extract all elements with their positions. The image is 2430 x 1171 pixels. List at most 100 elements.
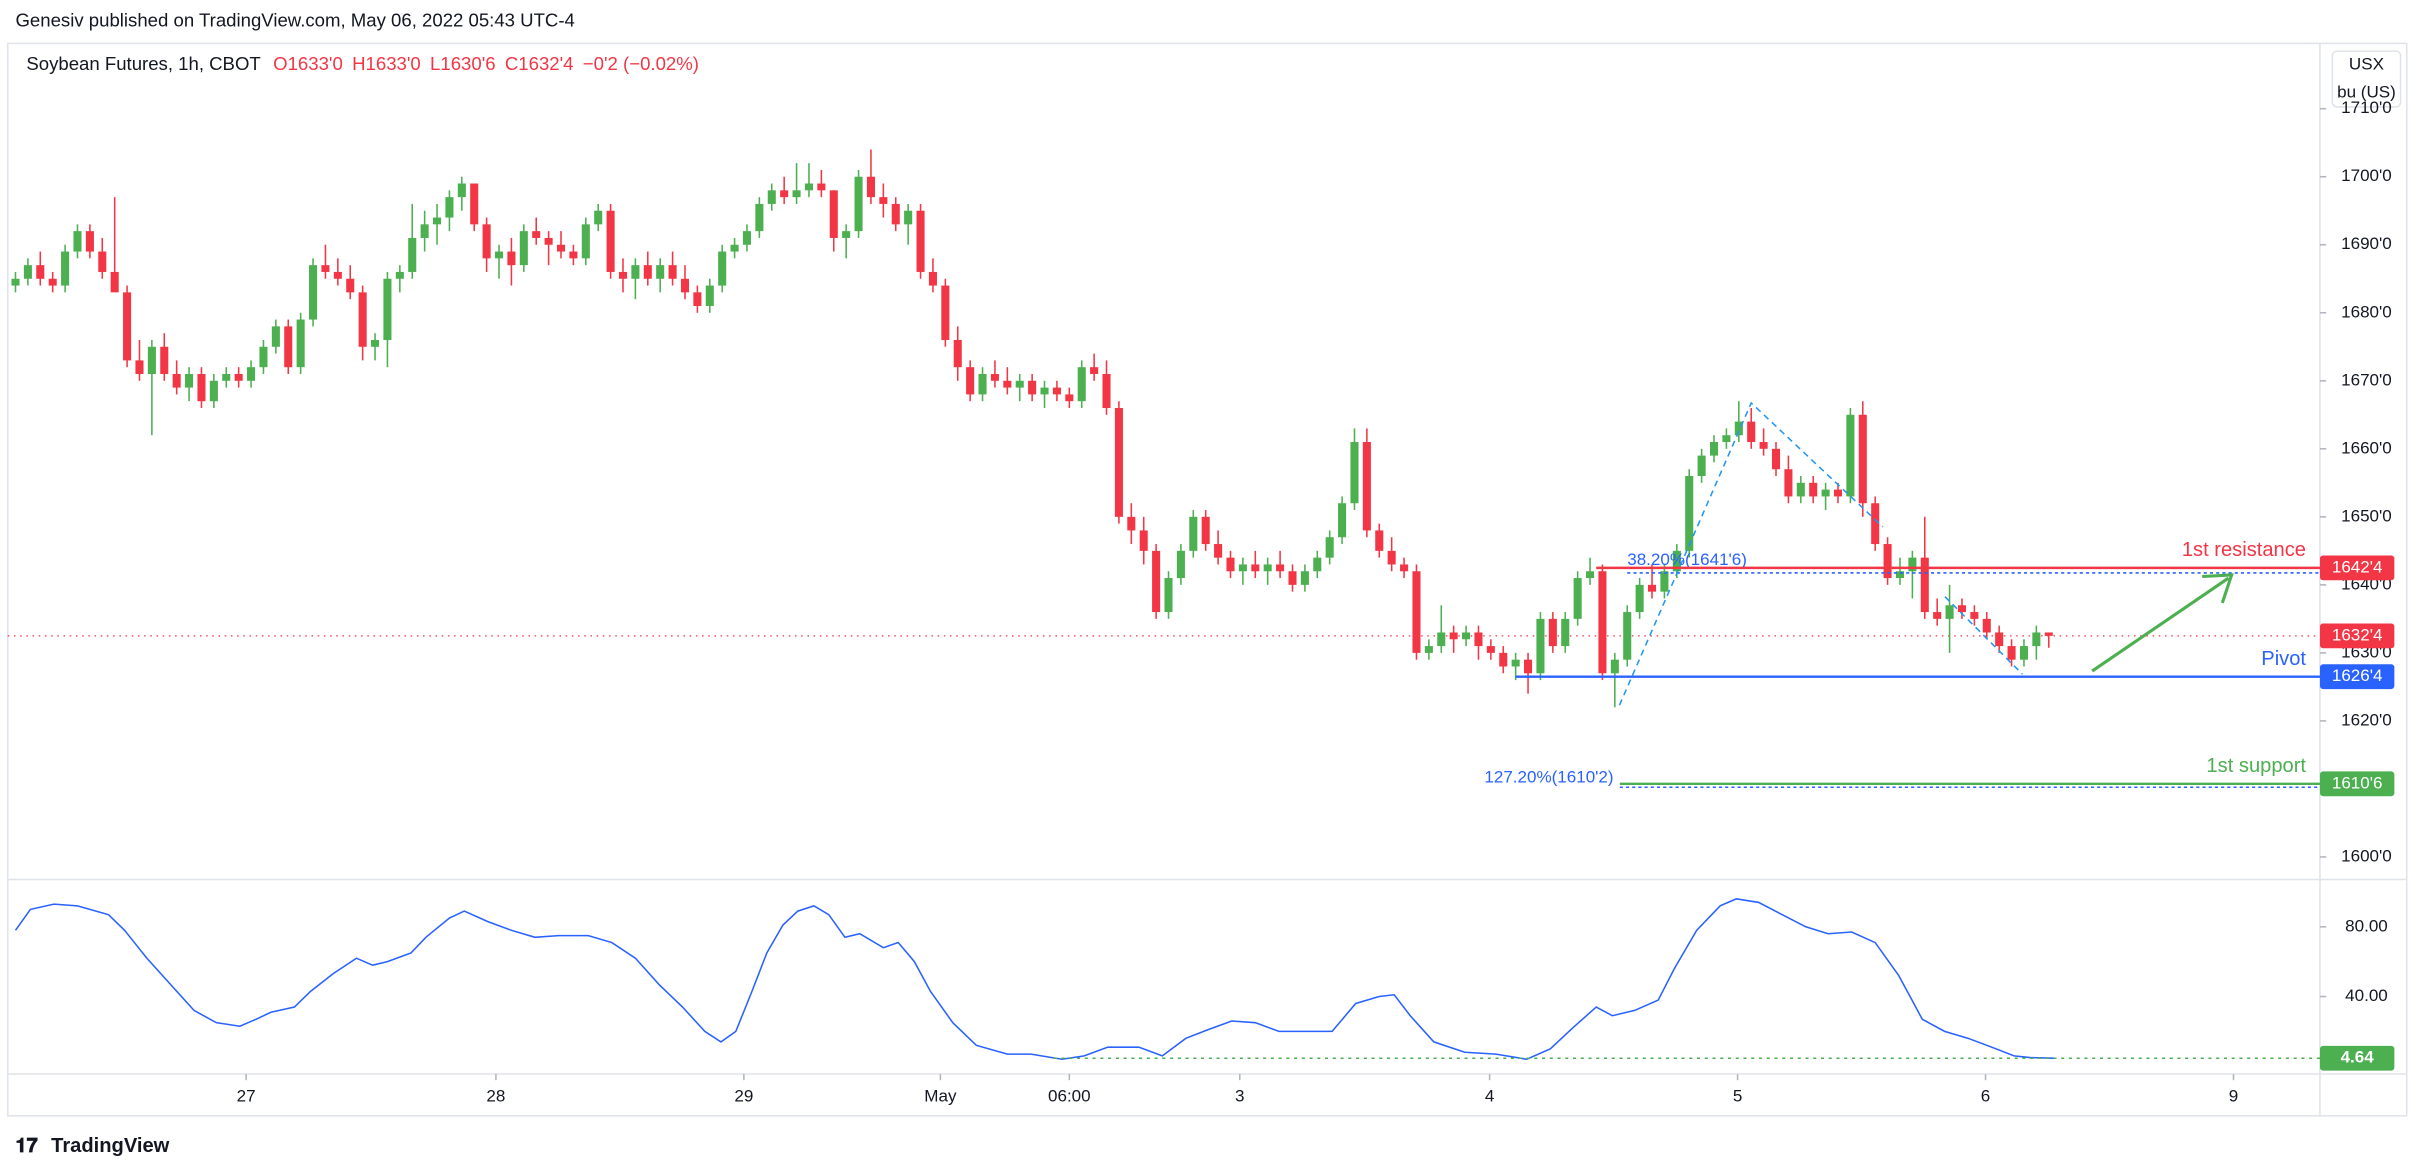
candle-body [1672,550,1681,572]
candle-body [1189,516,1198,551]
candle-body [1313,557,1322,572]
x-tick-label: 4 [1485,1087,1494,1106]
osc-tick-label: 40.00 [2345,986,2388,1005]
candle-body [1647,584,1657,592]
candle-body [1536,618,1545,674]
candle-body [61,251,70,286]
candle-body [73,231,82,252]
candle-body [1052,387,1061,395]
candle-body [185,373,194,388]
candle-body [1462,632,1471,640]
candle-body [569,251,578,259]
candle-body [1747,421,1756,443]
candle-body [1276,564,1285,572]
candle-body [2019,646,2028,660]
candle-body [767,190,776,204]
level-badge [2319,664,2395,690]
candle-body [1127,516,1136,531]
candle-body [668,265,677,279]
candle-body [383,278,392,340]
candle-body [792,190,801,198]
candle-body [1623,612,1632,660]
candle-body [1238,564,1247,572]
candle-body [1771,448,1781,470]
x-tick-label: 06:00 [1048,1087,1091,1106]
candle-body [1412,571,1421,653]
candle-body [1139,530,1148,551]
candle-body [742,231,752,245]
candle-body [172,373,181,388]
candle-body [222,373,231,381]
logo-mark: 𝟏𝟕 [15,1135,37,1157]
candle-body [718,251,727,286]
candle-body [916,210,925,272]
candle-body [395,271,404,279]
candle-body [1214,544,1223,558]
candle-body [358,292,367,347]
level-badge-label: 1610'6 [2332,773,2383,792]
candle-body [519,231,528,266]
candle-body [532,231,541,238]
candle-body [1995,632,2004,647]
level-badge [2319,555,2395,581]
ohlc-value: C1632'4 [505,53,574,74]
candle-body [1945,605,1954,619]
candle-body [544,237,553,245]
candle-body [866,176,875,198]
candle-body [1858,414,1867,504]
candle-body [879,197,888,204]
candle-body [1424,646,1433,653]
y-tick-label: 1680'0 [2341,302,2392,321]
candle-body [1152,550,1161,613]
candle-body [445,197,454,218]
candle-body [680,278,690,293]
candle-body [594,210,603,225]
candle-body [1722,435,1731,443]
candle-body [1660,571,1669,592]
candle-body [234,373,243,381]
level-name: Pivot [2261,648,2306,670]
fib-label: 38.20%(1641'6) [1627,550,1747,569]
candle-body [296,319,305,368]
candle-body [1933,612,1942,619]
candle-body [1920,557,1929,613]
candle-body [1511,659,1520,667]
candle-body [470,183,479,225]
candle-body [1338,503,1347,538]
y-tick-label: 1650'0 [2341,506,2392,525]
candle-body [556,244,566,252]
level-badge [2319,771,2395,797]
pattern-line [1944,596,2023,675]
candle-body [2032,632,2041,647]
candle-body [904,210,913,225]
candle-body [1871,503,1880,545]
candle-body [581,224,590,259]
x-tick-label: 28 [486,1087,505,1106]
candle-body [11,278,20,286]
candle-body [494,251,504,259]
candle-body [2007,646,2016,660]
candle-body [978,373,987,395]
candle-body [1784,469,1793,497]
candle-body [1809,482,1818,497]
candle-body [1883,544,1892,579]
candle-body [507,251,516,266]
candle-body [1970,612,1979,619]
candle-body [1685,476,1694,551]
candle-body [1982,618,1991,633]
candle-body [643,265,652,279]
candle-body [23,265,32,279]
candle-body [1697,455,1706,477]
candle-body [1375,530,1384,551]
candle-body [98,251,107,272]
arrow [2091,576,2230,673]
ohlc-value: −0'2 (−0.02%) [583,53,699,74]
candle-body [1895,571,1905,579]
y-tick-label: 1600'0 [2341,846,2392,865]
fib-label: 127.20%(1610'2) [1484,767,1613,786]
candle-body [309,265,318,320]
candle-body [1573,578,1582,619]
header: Genesiv published on TradingView.com, Ma… [15,10,574,31]
candle-body [1003,380,1012,388]
